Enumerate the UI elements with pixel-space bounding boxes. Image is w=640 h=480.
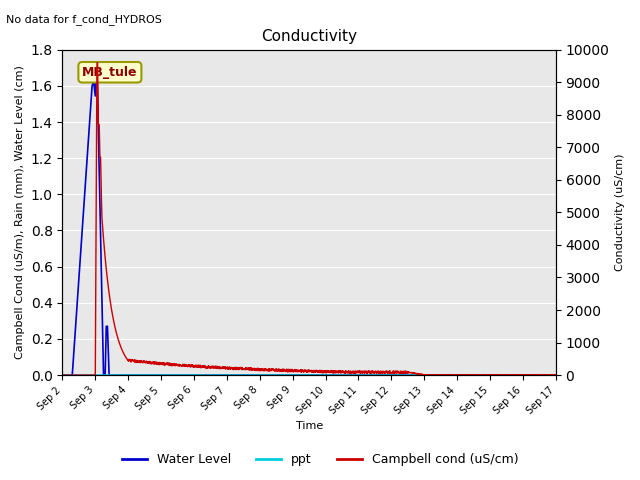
Line: Campbell cond (uS/cm): Campbell cond (uS/cm) <box>63 63 556 375</box>
Water Level <box>196 372 204 378</box>
Campbell cond (uS/cm) <box>323 368 331 373</box>
Y-axis label: Campbell Cond (uS/m), Rain (mm), Water Level (cm): Campbell Cond (uS/m), Rain (mm), Water L… <box>15 65 25 360</box>
Y-axis label: Conductivity (uS/cm): Conductivity (uS/cm) <box>615 154 625 271</box>
ppt <box>333 372 341 378</box>
Text: No data for f_cond_HYDROS: No data for f_cond_HYDROS <box>6 14 163 25</box>
Water Level <box>452 372 460 378</box>
ppt <box>522 372 530 378</box>
Water Level <box>334 372 342 378</box>
Water Level <box>522 372 530 378</box>
Campbell cond (uS/cm) <box>552 372 560 378</box>
Water Level <box>59 372 67 378</box>
ppt <box>552 372 560 378</box>
Campbell cond (uS/cm) <box>93 60 101 66</box>
ppt <box>59 372 67 378</box>
X-axis label: Time: Time <box>296 421 323 432</box>
Text: MB_tule: MB_tule <box>82 66 138 79</box>
ppt <box>508 372 516 378</box>
Campbell cond (uS/cm) <box>59 372 67 378</box>
Water Level <box>552 372 560 378</box>
Campbell cond (uS/cm) <box>452 372 460 378</box>
ppt <box>323 372 331 378</box>
Campbell cond (uS/cm) <box>196 364 204 370</box>
Campbell cond (uS/cm) <box>509 372 516 378</box>
Water Level <box>323 372 331 378</box>
Title: Conductivity: Conductivity <box>261 29 357 44</box>
Campbell cond (uS/cm) <box>522 372 530 378</box>
Legend: Water Level, ppt, Campbell cond (uS/cm): Water Level, ppt, Campbell cond (uS/cm) <box>116 448 524 471</box>
Water Level <box>509 372 516 378</box>
Campbell cond (uS/cm) <box>334 370 342 375</box>
ppt <box>196 372 204 378</box>
Water Level <box>92 61 100 67</box>
ppt <box>452 372 460 378</box>
Line: Water Level: Water Level <box>63 64 556 375</box>
